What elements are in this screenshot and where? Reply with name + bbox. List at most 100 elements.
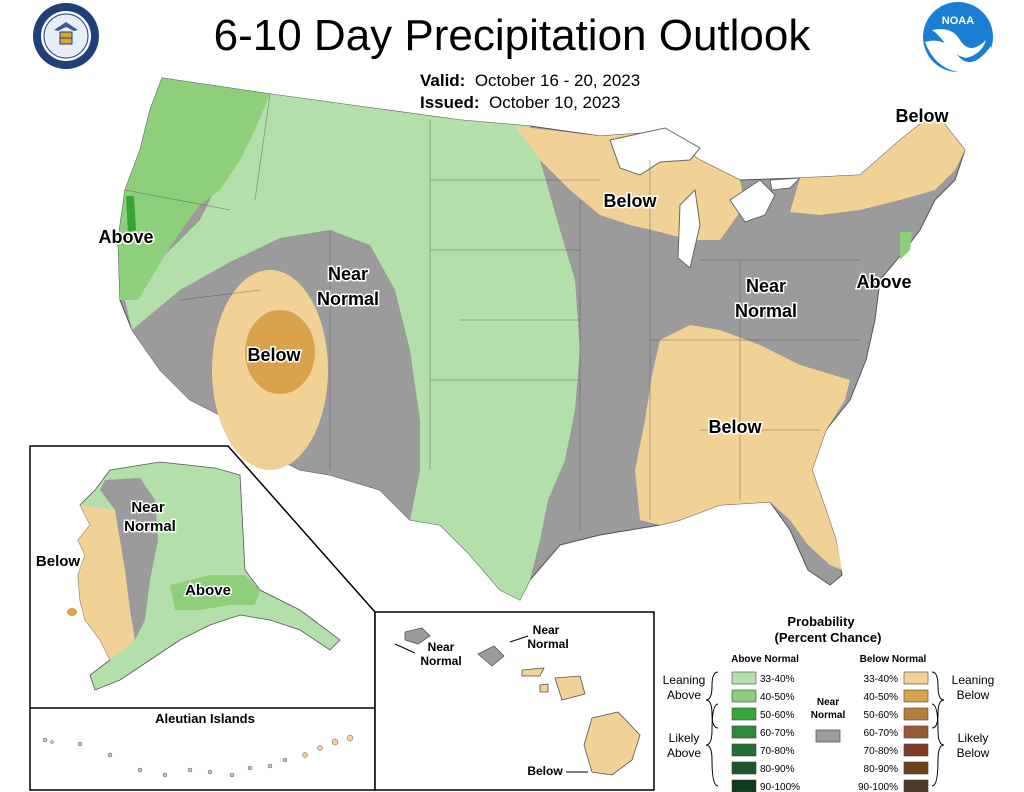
label-above-east: Above [856, 272, 911, 292]
label-ak-near-2: Normal [124, 518, 176, 535]
label-ak-above: Above [185, 582, 231, 599]
aleutian-title: Aleutian Islands [155, 711, 255, 726]
legend-below-bin-label-3: 60-70% [864, 728, 899, 739]
label-near-normal-east-1: Near [746, 276, 786, 296]
legend-above-bin-label-0: 33-40% [760, 674, 795, 685]
legend-above-bin-label-4: 70-80% [760, 746, 795, 757]
label-near-normal-east-2: Normal [735, 301, 797, 321]
legend-likely-below-1: Likely [958, 731, 989, 745]
hawaii-inset: Near Normal Near Normal Below [374, 611, 655, 791]
legend-below-swatch-0 [903, 671, 929, 685]
legend-leaning-above-1: Leaning [663, 673, 706, 687]
legend-above-swatch-2 [731, 707, 757, 721]
legend-above-swatch-5 [731, 761, 757, 775]
alaska-near-normal [100, 478, 158, 640]
legend-below-swatch-2 [903, 707, 929, 721]
label-hi-near-a-2: Normal [420, 654, 461, 668]
valid-issued-block: Valid: October 16 - 20, 2023 Issued: Oct… [420, 70, 640, 114]
legend-below-bin-label-5: 80-90% [864, 764, 899, 775]
aleutian-islands-east [302, 734, 354, 758]
noaa-logo-icon: NOAA [923, 2, 993, 73]
legend-below-header: Below Normal [860, 654, 927, 665]
label-near-normal-west-2: Normal [317, 289, 379, 309]
legend-above-swatch-0 [731, 671, 757, 685]
legend-below-swatch-5 [903, 761, 929, 775]
legend-above-bin-label-6: 90-100% [760, 782, 800, 792]
conus-map: Above Near Normal Below Below Below Near… [97, 77, 966, 601]
issued-line: Issued: October 10, 2023 [420, 92, 640, 114]
legend-below-swatch-1 [903, 689, 929, 703]
legend-below-bin-label-4: 70-80% [864, 746, 899, 757]
below-normal-southeast [635, 325, 850, 570]
alaska-below-40-50 [67, 608, 77, 616]
page-title: 6-10 Day Precipitation Outlook [213, 11, 811, 60]
alaska-below [78, 505, 135, 660]
legend-title-2: (Percent Chance) [775, 630, 882, 645]
legend-above-swatch-4 [731, 743, 757, 757]
label-below-southwest: Below [247, 345, 301, 365]
legend-above-header: Above Normal [731, 654, 799, 665]
below-normal-40-50-southwest [245, 310, 315, 394]
state-boundaries [124, 93, 860, 530]
legend-below-swatch-6 [903, 779, 929, 792]
legend-below-bin-label-6: 90-100% [858, 782, 898, 792]
commerce-seal-icon [33, 3, 99, 69]
above-normal-50-60-coast [126, 196, 136, 235]
valid-line: Valid: October 16 - 20, 2023 [420, 70, 640, 92]
issued-label: Issued: [420, 93, 480, 112]
legend-near-2: Normal [811, 710, 846, 721]
legend-title-1: Probability [787, 614, 855, 629]
valid-dates: October 16 - 20, 2023 [474, 71, 641, 90]
legend-below-swatch-3 [903, 725, 929, 739]
legend-above-swatches: 33-40% 40-50% 50-60% 60-70% 70-80% 80-90% 90-1… [731, 671, 800, 792]
alaska-inset: Near Normal Below Above Aleutian Islands [29, 445, 376, 791]
below-normal-northeast [790, 112, 965, 215]
legend-below-swatches: 33-40% 40-50% 50-60% 60-70% 70-80% 80-90% 90-1… [858, 671, 929, 792]
hawaii-maui [554, 675, 586, 701]
legend-leaning-below-1: Leaning [952, 673, 995, 687]
label-near-normal-west-1: Near [328, 264, 368, 284]
legend-below-bin-label-1: 40-50% [864, 692, 899, 703]
label-below-northeast: Below [895, 106, 949, 126]
legend-likely-above-1: Likely [669, 731, 700, 745]
legend-leaning-above-2: Above [667, 688, 701, 702]
legend-above-swatch-6 [731, 779, 757, 792]
legend-below-bin-label-0: 33-40% [864, 674, 899, 685]
aleutian-islands [42, 737, 288, 778]
legend-above-swatch-3 [731, 725, 757, 739]
label-hi-near-b-1: Near [533, 623, 560, 637]
issued-date: October 10, 2023 [488, 93, 621, 112]
legend-likely-below-2: Below [957, 746, 990, 760]
above-normal-33-40-central [125, 94, 580, 600]
legend-above-bin-label-1: 40-50% [760, 692, 795, 703]
legend-near-1: Near [817, 697, 839, 708]
legend-above-bin-label-5: 80-90% [760, 764, 795, 775]
great-lakes [609, 127, 802, 269]
label-ak-below: Below [36, 553, 81, 570]
hawaii-kauai [404, 627, 431, 645]
legend-below-swatch-4 [903, 743, 929, 757]
legend-above-swatch-1 [731, 689, 757, 703]
svg-text:NOAA: NOAA [942, 15, 974, 27]
valid-label: Valid: [420, 71, 466, 90]
label-below-great-lakes: Below [603, 191, 657, 211]
label-hi-below: Below [527, 764, 563, 778]
legend-leaning-below-2: Below [957, 688, 990, 702]
label-hi-near-b-2: Normal [527, 637, 568, 651]
legend-above-bin-label-3: 60-70% [760, 728, 795, 739]
legend-above-bin-label-2: 50-60% [760, 710, 795, 721]
hawaii-oahu [477, 645, 505, 667]
label-below-southeast: Below [708, 417, 762, 437]
legend: Probability (Percent Chance) Above Norma… [663, 614, 995, 792]
hawaii-molokai [521, 667, 545, 677]
legend-near-normal-swatch [815, 729, 841, 743]
label-ak-near-1: Near [131, 499, 165, 516]
hawaii-lanai [539, 683, 549, 693]
alaska-above [170, 575, 260, 610]
legend-below-bin-label-2: 50-60% [864, 710, 899, 721]
above-normal-40-50-northwest [118, 78, 270, 300]
above-normal-east-coast [900, 232, 912, 260]
label-above-west: Above [98, 227, 153, 247]
legend-likely-above-2: Above [667, 746, 701, 760]
